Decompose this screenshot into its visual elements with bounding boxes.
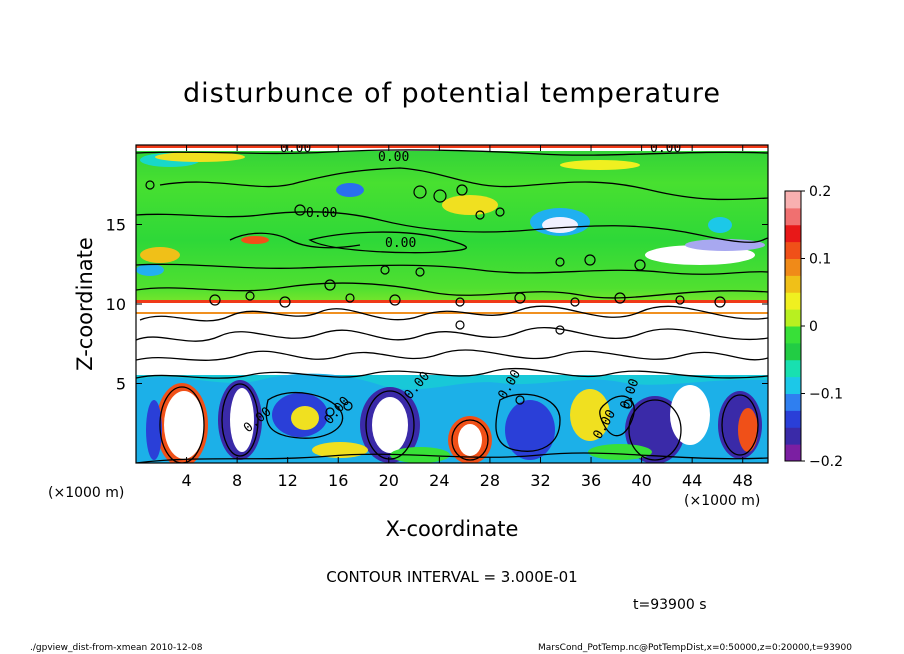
x-tick-label: 40	[631, 471, 651, 490]
x-tick-label: 16	[328, 471, 348, 490]
middle-band	[136, 300, 768, 380]
colorbar-tick-label: 0.1	[809, 252, 831, 268]
x-tick-label: 24	[429, 471, 449, 490]
x-axis-title: X-coordinate	[386, 517, 519, 541]
y-axis-title: Z-coordinate	[73, 237, 97, 371]
x-unit-left: (×1000 m)	[48, 485, 124, 501]
x-axis: 4 8 12 16 20 24 28 32 36 40 44 48	[181, 145, 753, 490]
x-tick-label: 28	[480, 471, 500, 490]
colorbar-tick-label: 0.2	[809, 184, 831, 200]
x-tick-label: 8	[232, 471, 242, 490]
contour-label: 0.00	[306, 206, 337, 221]
colorbar-segment	[785, 309, 801, 327]
y-axis: 5 10 15	[106, 216, 768, 394]
x-tick-label: 48	[733, 471, 753, 490]
y-tick-label: 5	[116, 375, 126, 394]
colorbar-segment	[785, 342, 801, 361]
x-unit-right: (×1000 m)	[684, 493, 760, 509]
chart-title: disturbunce of potential temperature	[183, 78, 721, 109]
contour-interval-text: CONTOUR INTERVAL = 3.000E-01	[326, 568, 577, 586]
time-text: t=93900 s	[633, 597, 707, 613]
colorbar-segment	[785, 444, 801, 462]
footer-right-text: MarsCond_PotTemp.nc@PotTempDist,x=0:5000…	[538, 643, 852, 653]
colorbar-tick-label: 0	[809, 319, 818, 335]
footer-left-text: ./gpview_dist-from-xmean 2010-12-08	[30, 643, 203, 653]
colorbar-segment	[785, 359, 801, 378]
colorbar-segment	[785, 410, 801, 428]
x-tick-label: 36	[581, 471, 601, 490]
x-tick-label: 12	[278, 471, 298, 490]
x-tick-label: 20	[379, 471, 399, 490]
upper-layer-patches	[136, 145, 768, 276]
x-tick-label: 32	[530, 471, 550, 490]
colorbar-segment	[785, 393, 801, 411]
colorbar-tick-label: −0.1	[809, 387, 843, 403]
colorbar-segment	[785, 241, 801, 259]
colorbar-tick-label: −0.2	[809, 454, 843, 470]
contour-label: 0.00	[280, 141, 311, 156]
colorbar-segment	[785, 224, 801, 243]
colorbar-segment	[785, 427, 801, 445]
x-tick-label: 4	[181, 471, 191, 490]
contour-label: 0.00	[650, 141, 681, 156]
y-tick-label: 15	[106, 216, 126, 235]
colorbar-segment	[785, 376, 801, 394]
contour-label: 0.00	[378, 150, 409, 165]
colorbar	[784, 190, 802, 462]
contour-loops	[145, 180, 726, 417]
colorbar-segment	[785, 292, 801, 310]
lower-eddies	[136, 373, 768, 463]
y-tick-label: 10	[106, 295, 126, 314]
colorbar-ticks: 0.2 0.1 0 −0.1 −0.2	[801, 184, 843, 470]
colorbar-segment	[785, 258, 801, 276]
plot-area: 0.00 0.00 0.00 0.00 0.00 0.00 0.00 0.00 …	[136, 141, 768, 463]
colorbar-segment	[785, 326, 801, 344]
x-tick-label: 44	[682, 471, 702, 490]
colorbar-segment	[785, 191, 801, 209]
colorbar-segment	[785, 207, 801, 226]
colorbar-segment	[785, 275, 801, 293]
contour-label: 0.00	[385, 236, 416, 251]
